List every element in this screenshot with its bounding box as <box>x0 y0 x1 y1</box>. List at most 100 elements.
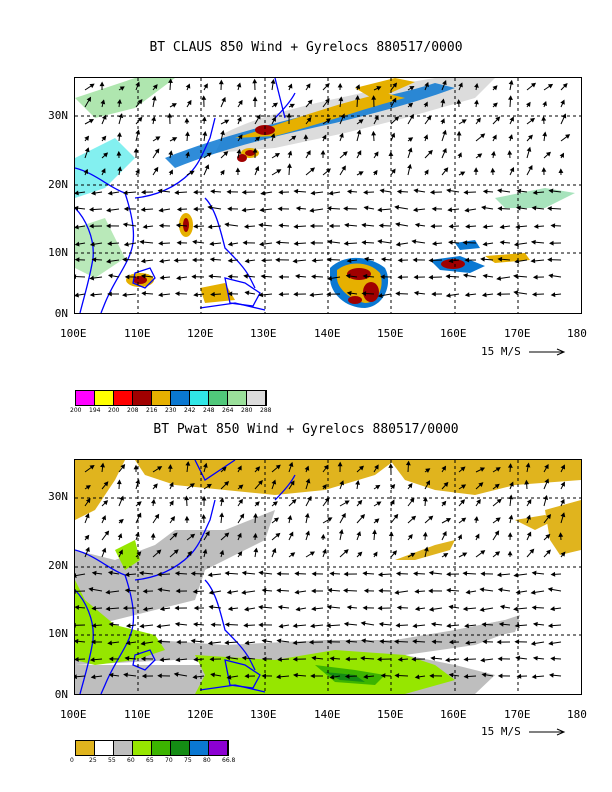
wind-arrowhead <box>426 115 432 121</box>
wind-arrowhead <box>124 572 130 577</box>
bottom-xlabel-110e: 110E <box>124 708 151 721</box>
wind-arrowhead <box>258 222 264 228</box>
wind-arrowhead <box>377 293 383 298</box>
colorbar-tick-label: 60 <box>127 757 135 764</box>
wind-arrowhead <box>227 206 232 212</box>
wind-arrowhead <box>75 257 80 263</box>
wind-arrowhead <box>89 275 95 281</box>
wind-arrowhead <box>429 673 434 679</box>
wind-arrowhead <box>515 224 520 230</box>
wind-arrowhead <box>219 549 225 556</box>
wind-arrowhead <box>158 223 164 229</box>
wind-arrowhead <box>380 673 386 679</box>
wind-arrowhead <box>85 546 90 552</box>
bottom-map-panel <box>74 459 582 695</box>
wind-arrowhead <box>117 132 122 137</box>
wind-arrowhead <box>293 672 298 678</box>
wind-arrowhead <box>480 550 486 555</box>
wind-arrowhead <box>559 152 565 158</box>
wind-arrowhead <box>457 534 462 540</box>
colorbar-tick-label: 0 <box>70 757 74 764</box>
wind-arrowhead <box>150 532 156 538</box>
wind-arrowhead <box>290 552 296 557</box>
wind-arrowhead <box>193 657 198 662</box>
colorbar-tick-label: 194 <box>89 407 101 414</box>
wind-arrowhead <box>407 137 414 142</box>
wind-arrowhead <box>374 115 379 121</box>
wind-arrowhead <box>329 674 335 680</box>
wind-arrowhead <box>141 290 146 296</box>
wind-arrowhead <box>190 571 196 577</box>
wind-arrowhead <box>558 168 564 174</box>
wind-arrowhead <box>462 552 468 557</box>
wind-arrowhead <box>474 99 479 105</box>
wind-arrowhead <box>84 513 90 519</box>
wind-arrowhead <box>423 101 428 107</box>
wind-arrowhead <box>276 169 282 174</box>
wind-arrowhead <box>409 497 415 503</box>
wind-arrowhead <box>184 515 190 521</box>
wind-arrowhead <box>338 529 344 535</box>
wind-arrowhead <box>221 466 227 472</box>
wind-arrowhead <box>254 501 260 507</box>
wind-arrowhead <box>465 589 471 595</box>
wind-arrowhead <box>462 273 468 278</box>
wind-arrowhead <box>423 134 429 140</box>
wind-arrowhead <box>532 274 538 280</box>
wind-arrowhead <box>343 241 349 246</box>
wind-arrowhead <box>75 224 79 230</box>
wind-arrowhead <box>547 83 554 89</box>
wind-arrowhead <box>378 621 384 627</box>
wind-arrowhead <box>532 190 538 195</box>
wind-arrowhead <box>159 258 164 264</box>
wind-arrowhead <box>271 116 276 122</box>
wind-arrowhead <box>157 639 162 645</box>
wind-arrowhead <box>445 657 450 663</box>
wind-arrowhead <box>287 83 293 89</box>
colorbar-swatch <box>152 741 171 755</box>
colorbar-swatch <box>133 391 152 405</box>
top-xlabel-120e: 120E <box>187 327 214 340</box>
wind-arrowhead <box>326 623 331 629</box>
wind-arrowhead <box>174 605 180 611</box>
wind-arrowhead <box>425 480 431 486</box>
wind-arrowhead <box>277 206 283 212</box>
wind-arrowhead <box>411 656 416 662</box>
wind-arrowhead <box>409 113 414 120</box>
wind-arrowhead <box>414 674 420 680</box>
wind-arrowhead <box>464 623 470 629</box>
wind-arrowhead <box>562 83 568 89</box>
wind-arrowhead <box>310 673 315 679</box>
wind-arrowhead <box>346 290 352 296</box>
wind-arrowhead <box>120 464 126 470</box>
wind-arrowhead <box>339 132 344 138</box>
wind-arrowhead <box>91 623 97 629</box>
wind-arrowhead <box>168 169 173 175</box>
bottom-xlabel-150e: 150E <box>377 708 404 721</box>
wind-arrowhead <box>135 479 141 485</box>
wind-arrowhead <box>238 484 244 490</box>
wind-arrowhead <box>448 604 454 610</box>
wind-arrowhead <box>305 478 311 484</box>
wind-arrowhead <box>220 169 225 175</box>
wind-arrowhead <box>205 530 210 537</box>
wind-arrowhead <box>525 462 531 468</box>
wind-arrowhead <box>380 274 385 280</box>
wind-arrowhead <box>193 189 198 195</box>
wind-arrowhead <box>530 590 536 595</box>
wind-arrowhead <box>252 96 258 102</box>
bottom-wind-scale: 15 M/S <box>481 725 567 738</box>
wind-arrowhead <box>107 640 113 646</box>
wind-arrowhead <box>123 672 128 678</box>
wind-arrowhead <box>376 656 382 662</box>
wind-arrowhead <box>241 207 247 213</box>
wind-arrowhead <box>107 241 112 246</box>
wind-arrowhead <box>89 83 95 89</box>
wind-arrowhead <box>476 499 481 505</box>
wind-arrowhead <box>151 498 156 504</box>
wind-arrowhead <box>311 606 316 612</box>
wind-arrowhead <box>363 256 369 262</box>
colorbar-swatch <box>76 741 95 755</box>
wind-arrowhead <box>542 131 548 137</box>
colorbar-tick-label: 55 <box>108 757 116 764</box>
